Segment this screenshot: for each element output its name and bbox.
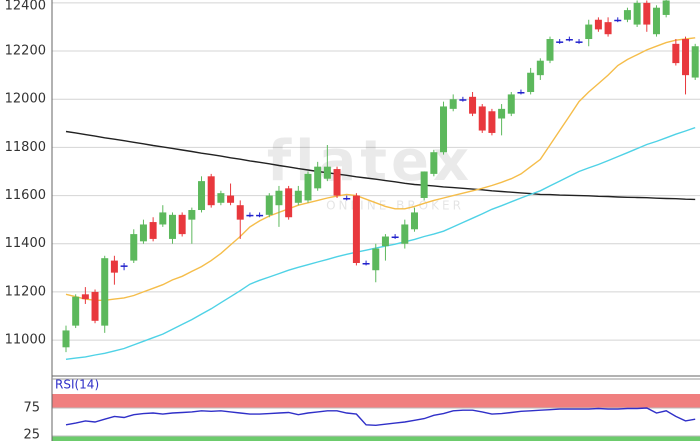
candle-body xyxy=(498,108,506,119)
candle-body xyxy=(265,195,273,215)
line-series xyxy=(65,407,696,427)
candle-body xyxy=(139,224,147,242)
candle-body xyxy=(372,248,380,271)
candle-body xyxy=(643,2,651,25)
candle-body xyxy=(168,214,176,239)
candle-body xyxy=(149,222,157,239)
candle-body xyxy=(101,258,109,326)
candle-body xyxy=(362,263,370,265)
y-tick-label: 12200 xyxy=(5,44,46,59)
y-tick-label: 12400 xyxy=(5,0,46,14)
candle-body xyxy=(672,43,680,64)
candle-body xyxy=(188,210,196,220)
candle-body xyxy=(130,234,138,261)
candle-body xyxy=(527,72,535,93)
candle-body xyxy=(507,94,515,114)
line-series xyxy=(65,126,696,360)
candle-body xyxy=(536,60,544,76)
y-tick-label: 11800 xyxy=(5,140,46,155)
y-tick-label: 11400 xyxy=(5,236,46,251)
candle-body xyxy=(459,99,467,101)
candle-body xyxy=(546,39,554,61)
candle-body xyxy=(420,171,428,198)
line-series xyxy=(65,130,696,201)
candle-body xyxy=(430,152,438,174)
candle-body xyxy=(381,236,389,247)
candle-body xyxy=(246,214,254,217)
candle-body xyxy=(352,195,360,264)
candle-body xyxy=(333,169,341,196)
candle-body xyxy=(285,188,293,218)
candle-body xyxy=(662,0,670,15)
y-tick-label: 12000 xyxy=(5,92,46,107)
candle-body xyxy=(633,2,641,25)
candle-body xyxy=(691,46,699,78)
candle-body xyxy=(575,41,583,43)
candle-body xyxy=(198,181,206,211)
y-tick-label: 11600 xyxy=(5,188,46,203)
candle-body xyxy=(294,190,302,203)
candle-body xyxy=(585,24,593,40)
candle-body xyxy=(652,7,660,35)
rsi-panel xyxy=(52,394,700,441)
y-tick-label: 25 xyxy=(23,428,40,441)
candle-body xyxy=(159,212,167,225)
line-series xyxy=(65,37,696,301)
rsi-label: RSI(14) xyxy=(55,378,99,392)
candle-body xyxy=(275,190,283,206)
y-tick-label: 11000 xyxy=(5,333,46,348)
candle-body xyxy=(110,260,118,273)
candle-body xyxy=(556,41,564,43)
candle-body xyxy=(62,330,70,348)
candle-body xyxy=(604,22,612,35)
candle-body xyxy=(623,10,631,20)
candle-body xyxy=(391,236,399,239)
candle-body xyxy=(314,166,322,189)
candle-body xyxy=(72,296,80,326)
candle-body xyxy=(565,39,573,41)
candle-body xyxy=(304,173,312,201)
candle-body xyxy=(91,291,99,321)
candle-body xyxy=(217,193,225,203)
candle-body xyxy=(449,99,457,109)
candle-body xyxy=(323,166,331,179)
candle-body xyxy=(478,106,486,131)
watermark-sub: ONLINE BROKER xyxy=(326,199,464,213)
y-tick-label: 11200 xyxy=(5,284,46,299)
rsi-band xyxy=(52,435,700,441)
candle-body xyxy=(410,212,418,230)
candle-body xyxy=(120,265,128,267)
candle-body xyxy=(682,39,690,76)
candle-body xyxy=(440,106,448,153)
candle-body xyxy=(594,19,602,30)
candle-body xyxy=(236,205,244,220)
candle-body xyxy=(614,19,622,22)
candle-body xyxy=(469,96,477,114)
candle-body xyxy=(256,214,264,217)
candle-body xyxy=(488,111,496,133)
candle-body xyxy=(227,195,235,203)
candle-body xyxy=(401,224,409,244)
candle-body xyxy=(207,176,215,206)
y-tick-label: 75 xyxy=(23,400,40,415)
axes: 11000 11200 11400 11600 11800 12000 12200 12400… xyxy=(5,0,100,441)
candle-body xyxy=(343,197,351,200)
candle-body xyxy=(517,92,525,94)
candle-body xyxy=(178,214,186,235)
candle-body xyxy=(81,294,89,300)
rsi-band xyxy=(52,394,700,408)
